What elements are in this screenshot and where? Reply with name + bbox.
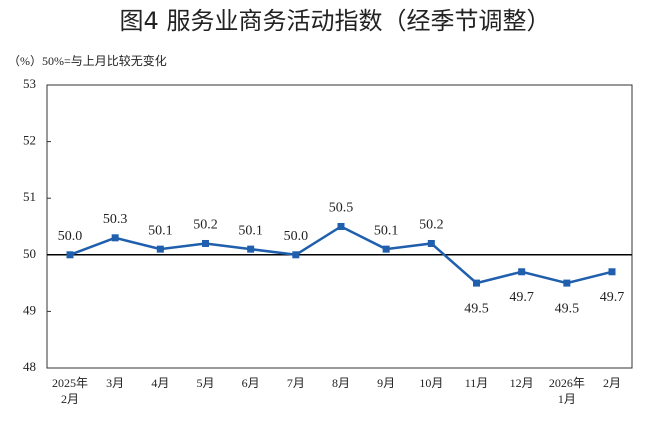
x-tick-label: 7月 <box>287 376 305 390</box>
value-label: 49.7 <box>509 290 534 305</box>
point-marker <box>66 251 74 259</box>
value-label: 50.1 <box>374 223 399 238</box>
x-tick-label: 4月 <box>151 376 169 390</box>
y-tick-label: 51 <box>23 189 36 204</box>
value-label: 49.5 <box>464 301 489 316</box>
value-label: 50.2 <box>419 218 444 233</box>
point-marker <box>292 251 300 259</box>
value-label: 50.0 <box>58 229 83 244</box>
plot-frame <box>46 84 633 369</box>
x-tick-label: 8月 <box>332 376 350 390</box>
x-tick-label: 5月 <box>196 376 214 390</box>
y-tick-label: 48 <box>23 359 36 374</box>
point-marker <box>473 279 480 287</box>
x-tick-label: 2月 <box>603 376 621 390</box>
value-label: 50.5 <box>329 201 354 216</box>
value-label: 50.2 <box>193 218 218 233</box>
value-label: 50.1 <box>148 223 173 238</box>
y-tick-label: 49 <box>23 302 36 317</box>
x-tick-label: 12月 <box>510 376 534 390</box>
x-tick-label: 2026年 1月 <box>549 376 585 406</box>
point-marker <box>337 223 345 230</box>
point-marker <box>247 245 255 253</box>
x-tick-label: 6月 <box>242 376 260 390</box>
point-marker <box>202 239 209 247</box>
point-marker <box>608 268 616 276</box>
point-marker <box>518 268 526 276</box>
x-tick-label: 10月 <box>419 376 443 390</box>
x-tick-label: 9月 <box>377 376 395 390</box>
x-tick-label: 2025年 2月 <box>52 376 88 406</box>
x-tick-label: 11月 <box>465 376 489 390</box>
point-marker <box>382 245 390 253</box>
point-marker <box>427 239 435 247</box>
point-marker <box>156 245 164 253</box>
y-tick-label: 53 <box>23 76 36 91</box>
chart-subtitle: （%）50%=与上月比较无变化 <box>8 53 167 68</box>
y-tick-label: 52 <box>23 133 36 148</box>
point-marker <box>563 279 571 287</box>
chart-title: 图4 服务业商务活动指数（经季节调整） <box>120 7 551 35</box>
value-label: 50.1 <box>238 223 263 238</box>
x-tick-label: 3月 <box>106 376 124 390</box>
point-marker <box>111 234 119 242</box>
value-label: 49.7 <box>600 290 625 305</box>
value-label: 50.0 <box>284 229 309 244</box>
value-label: 49.5 <box>555 301 580 316</box>
value-label: 50.3 <box>103 212 128 227</box>
y-tick-label: 50 <box>23 246 36 261</box>
